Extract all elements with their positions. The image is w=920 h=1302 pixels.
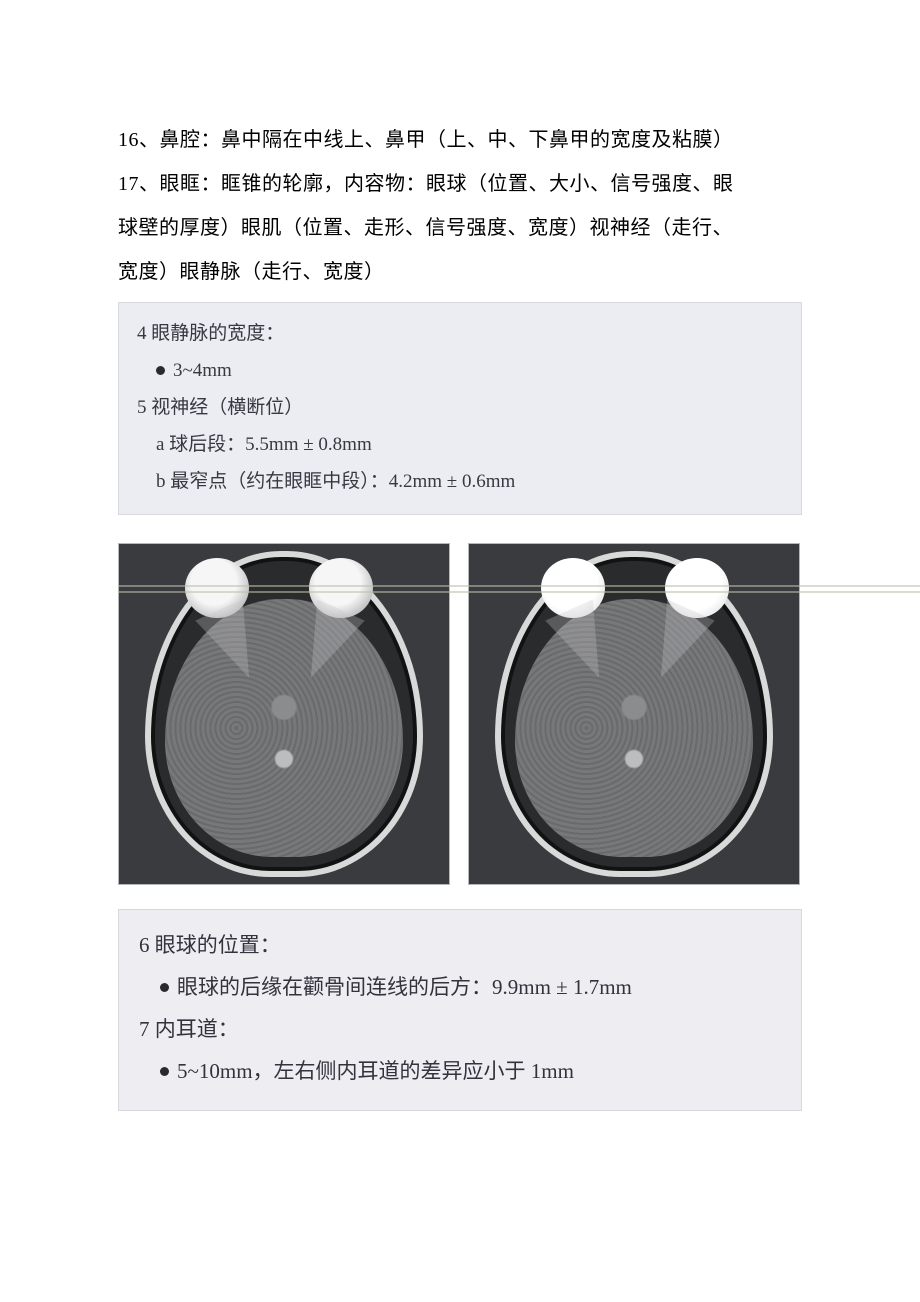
document-page: 16、鼻腔：鼻中隔在中线上、鼻甲（上、中、下鼻甲的宽度及粘膜） 17、眼眶：眶锥… bbox=[0, 0, 920, 1211]
measurements-box-2: 6 眼球的位置： 眼球的后缘在颧骨间连线的后方：9.9mm ± 1.7mm 7 … bbox=[118, 909, 802, 1111]
box1-bullet-line: 3~4mm bbox=[137, 352, 783, 389]
measurements-box-1: 4 眼静脉的宽度： 3~4mm 5 视神经（横断位） a 球后段：5.5mm ±… bbox=[118, 302, 802, 515]
box1-line-5a: a 球后段：5.5mm ± 0.8mm bbox=[137, 426, 783, 463]
box2-bullet-text-1: 眼球的后缘在颧骨间连线的后方：9.9mm ± 1.7mm bbox=[177, 975, 632, 999]
paragraph-16: 16、鼻腔：鼻中隔在中线上、鼻甲（上、中、下鼻甲的宽度及粘膜） bbox=[118, 120, 802, 160]
paragraph-17-line3: 宽度）眼静脉（走行、宽度） bbox=[118, 252, 802, 292]
paragraph-17-line1: 17、眼眶：眶锥的轮廓，内容物：眼球（位置、大小、信号强度、眼 bbox=[118, 164, 802, 204]
box2-bullet-line-1: 眼球的后缘在颧骨间连线的后方：9.9mm ± 1.7mm bbox=[139, 966, 781, 1008]
paragraph-17-line2: 球壁的厚度）眼肌（位置、走形、信号强度、宽度）视神经（走行、 bbox=[118, 208, 802, 248]
box1-line-5: 5 视神经（横断位） bbox=[137, 389, 783, 426]
mri-scan-left bbox=[118, 543, 450, 885]
brain-tissue bbox=[165, 599, 403, 857]
horizontal-guide-line-2 bbox=[118, 591, 920, 593]
box2-line-7: 7 内耳道： bbox=[139, 1008, 781, 1050]
brain-tissue bbox=[515, 599, 753, 857]
box2-bullet-line-2: 5~10mm，左右侧内耳道的差异应小于 1mm bbox=[139, 1050, 781, 1092]
mri-scan-right bbox=[468, 543, 800, 885]
horizontal-guide-line-1 bbox=[118, 585, 920, 587]
box1-bullet-text: 3~4mm bbox=[173, 360, 232, 381]
box1-line-4: 4 眼静脉的宽度： bbox=[137, 315, 783, 352]
box1-line-5b: b 最窄点（约在眼眶中段）：4.2mm ± 0.6mm bbox=[137, 463, 783, 500]
bullet-icon bbox=[160, 983, 169, 992]
box2-bullet-text-2: 5~10mm，左右侧内耳道的差异应小于 1mm bbox=[177, 1059, 574, 1083]
bullet-icon bbox=[156, 366, 165, 375]
box2-line-6: 6 眼球的位置： bbox=[139, 924, 781, 966]
mri-image-row bbox=[118, 543, 802, 885]
bullet-icon bbox=[160, 1067, 169, 1076]
